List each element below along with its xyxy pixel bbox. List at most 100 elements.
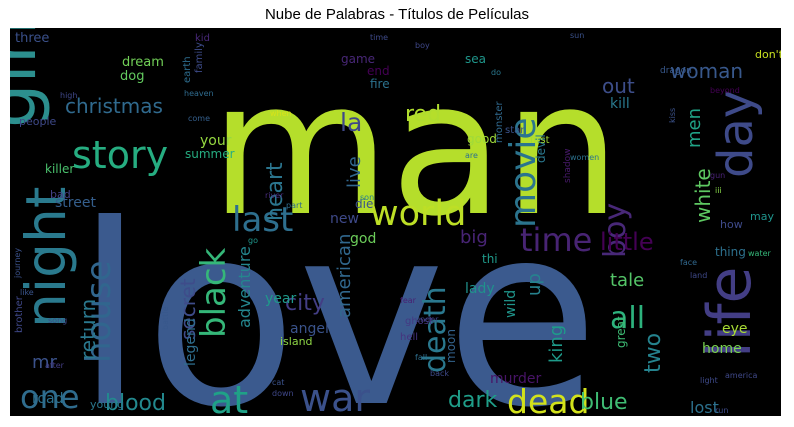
cloud-word: gun (710, 171, 725, 180)
cloud-word: shadow (563, 149, 573, 184)
cloud-word: house (79, 260, 119, 363)
cloud-word: live (344, 156, 365, 188)
cloud-word: hell (400, 332, 418, 343)
cloud-word: legend (183, 318, 199, 366)
cloud-word: last (232, 200, 293, 240)
cloud-word: death (418, 286, 453, 373)
cloud-word: men (684, 108, 705, 148)
cloud-word: new (330, 211, 359, 227)
cloud-word: time (370, 33, 388, 42)
cloud-word: great (614, 316, 628, 348)
cloud-word: night (14, 187, 78, 328)
cloud-word: when (270, 109, 292, 118)
cloud-word: women (570, 153, 599, 162)
cloud-word: island (280, 335, 313, 348)
cloud-word: after (45, 361, 65, 370)
cloud-word: back (430, 369, 449, 378)
cloud-word: killer (45, 162, 74, 176)
cloud-word: blood (105, 391, 166, 416)
cloud-word: boy (415, 41, 430, 50)
cloud-word: monster (494, 101, 505, 143)
cloud-word: under (415, 315, 439, 324)
cloud-word: white (691, 168, 715, 223)
cloud-word: red (405, 102, 441, 127)
cloud-word: down (272, 389, 294, 398)
cloud-word: sea (465, 52, 486, 66)
cloud-word: son (360, 193, 374, 202)
cloud-word: three (15, 31, 49, 46)
cloud-word: dark (448, 388, 497, 413)
cloud-word: murder (490, 371, 542, 387)
chart-title: Nube de Palabras - Títulos de Películas (264, 6, 530, 23)
cloud-word: christmas (65, 94, 163, 118)
cloud-word: kid (195, 33, 210, 44)
cloud-word: at (210, 378, 248, 416)
cloud-word: ghost (405, 316, 433, 327)
cloud-word: do (491, 68, 501, 77)
cloud-word: city (285, 291, 325, 316)
cloud-word: tale (610, 270, 644, 291)
cloud-word: song (48, 316, 67, 325)
cloud-word: big (460, 227, 488, 248)
cloud-word: man (210, 41, 621, 257)
cloud-word: up (524, 273, 545, 296)
cloud-word: black (194, 247, 234, 338)
cloud-word: devil (534, 134, 548, 163)
cloud-word: star (505, 125, 525, 136)
cloud-word: family (194, 42, 205, 73)
cloud-word: street (55, 195, 96, 211)
cloud-word: god (350, 231, 376, 247)
cloud-word: america (725, 371, 758, 380)
cloud-word: iii (715, 186, 722, 195)
cloud-word: boy (598, 203, 633, 258)
cloud-word: la (340, 108, 362, 137)
cloud-word: kill (610, 96, 630, 112)
cloud-word: all (610, 301, 645, 336)
cloud-word: are (465, 151, 478, 160)
cloud-word: run (715, 406, 728, 415)
cloud-word: face (680, 258, 697, 267)
cloud-word: battle (161, 307, 170, 330)
cloud-word: eye (722, 321, 748, 337)
cloud-word: return (76, 299, 100, 360)
cloud-word: don't (755, 48, 781, 61)
cloud-word: summer (185, 147, 235, 161)
cloud-word: end (367, 64, 390, 78)
cloud-word: die (355, 197, 373, 211)
cloud-word: heaven (184, 89, 214, 98)
cloud-word: journey (13, 248, 22, 279)
cloud-word: river (265, 191, 284, 200)
cloud-word: girl (10, 28, 52, 128)
cloud-word: fear (400, 296, 417, 305)
cloud-word: first (530, 135, 550, 146)
cloud-word: one (20, 378, 80, 416)
cloud-word: american (334, 234, 355, 318)
cloud-word: two (641, 333, 666, 373)
cloud-word: bad (50, 188, 71, 201)
cloud-word: sun (570, 31, 584, 40)
cloud-word: come (188, 114, 210, 123)
cloud-word: may (750, 210, 774, 223)
cloud-word: dream (122, 55, 164, 70)
cloud-word: mr (32, 352, 58, 373)
cloud-word: kiss (668, 108, 677, 123)
cloud-word: cat (272, 378, 284, 387)
cloud-word: dog (120, 69, 144, 84)
cloud-word: home (702, 341, 742, 357)
cloud-word: love (75, 171, 599, 416)
cloud-word: part (286, 201, 302, 210)
cloud-word: fire (370, 77, 390, 91)
cloud-word: people (19, 115, 57, 128)
cloud-word: dragon (660, 66, 692, 76)
cloud-word: movie (503, 117, 544, 228)
cloud-word: how (720, 218, 743, 231)
cloud-word: dead (507, 382, 589, 416)
cloud-word: like (20, 288, 34, 297)
cloud-word: game (341, 52, 375, 66)
cloud-word: out (602, 74, 635, 98)
cloud-word: woman (670, 59, 743, 83)
cloud-word: angel (290, 321, 329, 337)
